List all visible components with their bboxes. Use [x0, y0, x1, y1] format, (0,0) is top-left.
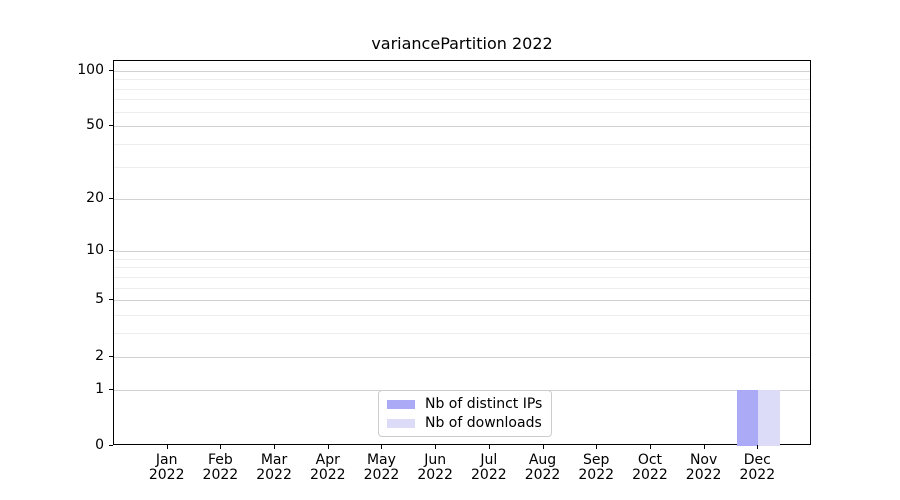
- legend-label: Nb of downloads: [425, 415, 542, 431]
- gridline-minor: [114, 333, 810, 335]
- gridline-minor: [114, 315, 810, 317]
- y-tick-label: 20: [86, 189, 104, 206]
- x-tick-mark: [435, 445, 437, 449]
- x-tick-month: Oct: [637, 452, 663, 468]
- y-tick-mark: [109, 250, 113, 252]
- x-tick-label: Jan 2022: [135, 453, 199, 483]
- y-tick-label: 100: [77, 61, 104, 78]
- x-tick-label: Nov 2022: [672, 453, 736, 483]
- y-tick-mark: [109, 445, 113, 446]
- legend: Nb of distinct IPs Nb of downloads: [378, 390, 553, 437]
- x-tick-month: Nov: [689, 452, 718, 468]
- gridline-major: [114, 251, 810, 253]
- x-tick-year: 2022: [685, 467, 722, 483]
- x-tick-label: Feb 2022: [188, 453, 252, 483]
- bar-nb-of-distinct-ips-dec: [736, 389, 759, 446]
- gridline-minor: [114, 88, 810, 90]
- y-tick-mark: [109, 197, 113, 199]
- x-tick-year: 2022: [309, 467, 346, 483]
- x-tick-mark: [757, 445, 759, 449]
- gridline-major: [114, 198, 810, 200]
- gridline-major: [114, 126, 810, 128]
- x-tick-year: 2022: [417, 467, 453, 483]
- gridline-major: [114, 70, 810, 72]
- bar-nb-of-downloads-dec: [758, 389, 780, 446]
- x-tick-month: Mar: [260, 452, 288, 468]
- x-tick-year: 2022: [148, 467, 185, 483]
- gridline-minor: [114, 258, 810, 260]
- chart-title: variancePartition 2022: [371, 34, 553, 53]
- x-tick-month: Jan: [155, 452, 178, 468]
- y-tick-label: 50: [86, 117, 104, 134]
- y-tick-label: 10: [86, 242, 104, 259]
- y-tick-label: 0: [95, 437, 104, 453]
- x-tick-month: Aug: [528, 452, 557, 468]
- gridline-minor: [114, 166, 810, 168]
- y-tick-mark: [109, 69, 113, 71]
- x-tick-mark: [327, 445, 329, 449]
- legend-swatch-nb-of-distinct-ips: [387, 399, 415, 409]
- plot-area: [113, 60, 811, 446]
- x-tick-month: Apr: [315, 452, 340, 468]
- x-tick-mark: [166, 445, 168, 449]
- x-tick-month: May: [366, 452, 396, 468]
- gridline-minor: [114, 287, 810, 289]
- x-tick-mark: [649, 445, 651, 449]
- y-tick-label: 5: [95, 291, 104, 308]
- y-tick-label: 1: [95, 380, 104, 397]
- gridline-minor: [114, 276, 810, 278]
- x-tick-year: 2022: [363, 467, 400, 483]
- gridline-minor: [114, 79, 810, 81]
- y-tick-mark: [109, 355, 113, 357]
- x-tick-month: Sep: [583, 452, 610, 468]
- x-tick-year: 2022: [739, 467, 776, 483]
- x-tick-label: Sep 2022: [564, 453, 628, 483]
- x-tick-mark: [596, 445, 598, 449]
- x-tick-label: Mar 2022: [242, 453, 306, 483]
- x-tick-label: Apr 2022: [296, 453, 360, 483]
- x-tick-label: Aug 2022: [511, 453, 575, 483]
- x-tick-mark: [542, 445, 544, 449]
- gridline-major: [114, 300, 810, 302]
- legend-item: Nb of distinct IPs: [387, 396, 542, 412]
- gridline-minor: [114, 99, 810, 101]
- gridline-major: [114, 356, 810, 358]
- x-tick-label: Jun 2022: [403, 453, 467, 483]
- x-tick-month: Jun: [424, 452, 447, 468]
- y-tick-label: 2: [95, 347, 104, 364]
- legend-swatch-nb-of-downloads: [387, 418, 415, 428]
- x-tick-mark: [381, 445, 383, 449]
- x-tick-label: May 2022: [349, 453, 413, 483]
- x-tick-year: 2022: [202, 467, 239, 483]
- x-tick-mark: [274, 445, 276, 449]
- x-tick-mark: [703, 445, 705, 449]
- x-tick-label: Oct 2022: [618, 453, 682, 483]
- x-tick-month: Feb: [207, 452, 233, 468]
- gridline-minor: [114, 111, 810, 113]
- legend-item: Nb of downloads: [387, 415, 542, 431]
- x-tick-year: 2022: [632, 467, 668, 483]
- y-tick-mark: [109, 388, 113, 390]
- x-tick-mark: [220, 445, 222, 449]
- y-tick-mark: [109, 299, 113, 301]
- x-tick-year: 2022: [256, 467, 292, 483]
- gridline-minor: [114, 267, 810, 269]
- x-tick-year: 2022: [471, 467, 507, 483]
- x-tick-year: 2022: [524, 467, 561, 483]
- gridline-minor: [114, 144, 810, 146]
- x-tick-label: Jul 2022: [457, 453, 521, 483]
- legend-label: Nb of distinct IPs: [425, 396, 543, 412]
- x-tick-month: Jul: [480, 452, 498, 468]
- x-tick-mark: [488, 445, 490, 449]
- x-tick-month: Dec: [743, 452, 771, 468]
- y-tick-mark: [109, 125, 113, 127]
- x-tick-label: Dec 2022: [725, 453, 789, 483]
- x-tick-year: 2022: [578, 467, 615, 483]
